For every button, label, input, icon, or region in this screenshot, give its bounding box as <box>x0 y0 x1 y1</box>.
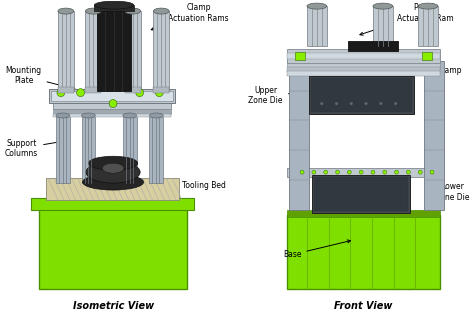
Bar <box>31 198 194 210</box>
Bar <box>58 11 73 91</box>
Bar <box>418 6 438 46</box>
Bar <box>295 52 305 60</box>
Bar <box>287 53 440 59</box>
Circle shape <box>312 170 316 174</box>
Ellipse shape <box>123 113 137 118</box>
Circle shape <box>335 102 338 105</box>
Circle shape <box>406 170 410 174</box>
Ellipse shape <box>149 113 163 118</box>
Bar <box>287 210 440 217</box>
Bar <box>422 52 432 60</box>
Bar <box>82 116 95 183</box>
Bar <box>312 175 410 213</box>
Bar <box>49 89 175 103</box>
Circle shape <box>383 170 387 174</box>
Bar <box>287 61 440 69</box>
Bar <box>39 205 187 290</box>
Text: Base: Base <box>283 240 350 259</box>
Bar <box>125 11 141 91</box>
Circle shape <box>379 102 383 105</box>
Ellipse shape <box>82 174 144 190</box>
Circle shape <box>371 170 375 174</box>
Circle shape <box>57 89 65 97</box>
Bar <box>97 9 131 91</box>
Bar <box>125 87 141 92</box>
Bar <box>287 49 440 63</box>
Bar <box>311 78 412 111</box>
Circle shape <box>336 170 339 174</box>
Circle shape <box>77 89 84 97</box>
Circle shape <box>155 89 163 97</box>
Bar <box>154 11 169 91</box>
Bar <box>287 67 440 72</box>
Bar <box>58 87 73 92</box>
Bar <box>53 100 171 108</box>
Ellipse shape <box>102 163 124 173</box>
Bar <box>46 178 179 200</box>
Bar <box>424 61 444 210</box>
Ellipse shape <box>373 3 392 9</box>
Bar <box>287 71 440 76</box>
Text: Mounting
Plate: Mounting Plate <box>5 66 85 92</box>
Ellipse shape <box>94 1 134 9</box>
Circle shape <box>359 170 363 174</box>
Ellipse shape <box>418 3 438 9</box>
Circle shape <box>395 170 399 174</box>
Text: Support
Columns: Support Columns <box>5 139 65 158</box>
Bar <box>373 6 392 46</box>
Text: Clamp
Actuation Rams: Clamp Actuation Rams <box>151 4 229 30</box>
Bar <box>287 215 440 290</box>
Bar <box>94 5 134 11</box>
Text: Clamp: Clamp <box>430 60 462 75</box>
Ellipse shape <box>86 161 140 183</box>
Bar <box>287 168 440 177</box>
Text: Tooling Bed: Tooling Bed <box>151 180 226 189</box>
Bar <box>149 116 163 183</box>
Bar <box>123 116 137 183</box>
Circle shape <box>136 89 144 97</box>
Circle shape <box>418 170 422 174</box>
Bar <box>154 87 169 92</box>
Circle shape <box>347 170 351 174</box>
Bar <box>53 108 171 114</box>
Bar <box>309 76 414 114</box>
Ellipse shape <box>85 8 101 14</box>
Ellipse shape <box>125 8 141 14</box>
Text: Isometric View: Isometric View <box>73 301 154 311</box>
Text: Front View: Front View <box>334 301 392 311</box>
Ellipse shape <box>58 8 73 14</box>
Circle shape <box>365 102 367 105</box>
Circle shape <box>430 170 434 174</box>
Bar <box>85 87 101 92</box>
Bar <box>307 6 327 46</box>
Bar <box>314 177 409 211</box>
Bar <box>51 91 173 100</box>
Ellipse shape <box>89 156 137 170</box>
Circle shape <box>109 100 117 108</box>
Ellipse shape <box>154 8 169 14</box>
Circle shape <box>320 102 323 105</box>
Bar <box>53 114 171 117</box>
Ellipse shape <box>307 3 327 9</box>
Text: Punch
Actuation Ram: Punch Actuation Ram <box>360 4 454 35</box>
Circle shape <box>300 170 304 174</box>
Bar <box>85 11 101 91</box>
Text: Upper
Zone Die: Upper Zone Die <box>248 86 323 105</box>
Bar <box>289 61 309 210</box>
Text: Lower
Zone Die: Lower Zone Die <box>432 182 470 202</box>
Bar <box>56 116 70 183</box>
Ellipse shape <box>56 113 70 118</box>
Circle shape <box>324 170 328 174</box>
Ellipse shape <box>82 113 95 118</box>
Circle shape <box>350 102 353 105</box>
Circle shape <box>394 102 397 105</box>
Bar <box>348 41 398 51</box>
